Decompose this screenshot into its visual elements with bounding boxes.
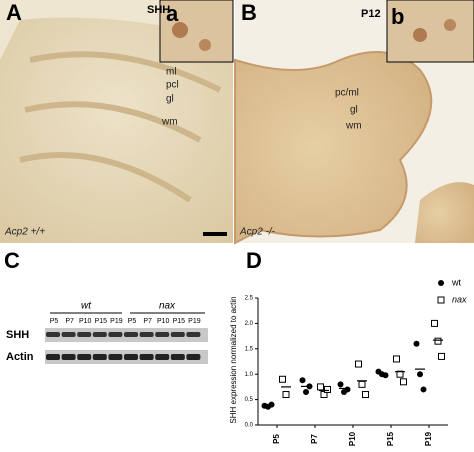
layer-label: pc/ml <box>335 88 359 99</box>
scale-bar <box>203 232 227 236</box>
band <box>108 332 123 337</box>
band <box>61 354 76 360</box>
data-point <box>324 385 331 393</box>
band <box>124 354 138 360</box>
band <box>46 332 60 337</box>
genotype-label: Acp2 +/+ <box>4 227 45 238</box>
y-tick-label: 2.5 <box>245 296 254 302</box>
y-tick-label: 1.5 <box>245 346 254 352</box>
band <box>170 332 185 337</box>
band <box>155 354 170 360</box>
data-point <box>355 360 362 368</box>
inset-b <box>386 0 474 63</box>
age-label: P12 <box>361 8 381 20</box>
data-point <box>279 375 286 383</box>
panel-label: B <box>241 0 257 25</box>
band <box>139 354 154 360</box>
layer-label: gl <box>350 105 358 116</box>
lane-label: P5 <box>50 318 59 325</box>
tissue <box>415 182 474 243</box>
lane-label: P7 <box>65 318 74 325</box>
band <box>186 332 201 337</box>
group-label: wt <box>81 301 92 312</box>
tissue <box>234 51 433 245</box>
layer-label: pcl <box>166 80 179 91</box>
data-point <box>438 352 445 360</box>
band <box>139 332 154 337</box>
band <box>92 354 107 360</box>
legend-label: wt <box>451 277 461 287</box>
folia <box>19 51 222 203</box>
data-point <box>344 386 351 393</box>
data-point <box>362 391 369 399</box>
lane-label: P10 <box>157 318 170 325</box>
data-point <box>417 371 423 378</box>
data-point <box>282 391 290 399</box>
cell <box>413 28 427 42</box>
legend-marker <box>438 280 444 286</box>
band <box>77 332 92 337</box>
x-tick-label: P19 <box>424 431 433 446</box>
lane-label: P7 <box>143 318 152 325</box>
layer-label: wm <box>161 117 178 128</box>
legend-marker <box>437 296 445 304</box>
data-point <box>268 401 275 408</box>
x-tick-label: P10 <box>348 431 357 446</box>
panel-label: A <box>6 0 22 25</box>
band <box>92 332 107 337</box>
marker-label: SHH <box>147 4 170 16</box>
lane-label: P19 <box>188 318 201 325</box>
y-tick-label: 0.0 <box>245 423 254 429</box>
y-tick-label: 0.5 <box>245 397 254 403</box>
data-point <box>337 381 344 388</box>
band <box>186 354 201 360</box>
data-point <box>358 380 366 388</box>
band <box>46 354 60 360</box>
panel-label: D <box>246 248 262 273</box>
group-label: nax <box>159 301 176 312</box>
cell <box>444 19 456 31</box>
y-tick-label: 1.0 <box>245 372 254 378</box>
inset-label: b <box>391 4 404 29</box>
lane-label: P10 <box>79 318 92 325</box>
data-point <box>413 340 420 347</box>
y-axis-label: SHH expression normalized to actin <box>229 296 238 423</box>
cell <box>172 22 188 38</box>
band <box>61 332 76 337</box>
x-tick-label: P5 <box>272 434 281 444</box>
row-label: SHH <box>6 329 29 341</box>
lane-label: P19 <box>110 318 123 325</box>
data-point <box>434 337 442 345</box>
lane-label: P15 <box>95 318 108 325</box>
lane-label: P5 <box>128 318 137 325</box>
inset-label: a <box>166 1 179 26</box>
inset-a <box>159 0 234 63</box>
data-point <box>400 378 407 386</box>
data-point <box>393 355 400 363</box>
data-point <box>303 388 309 395</box>
genotype-label: Acp2 -/- <box>239 227 276 238</box>
band <box>170 354 185 360</box>
layer-label: ml <box>166 67 177 78</box>
cell <box>199 39 211 51</box>
band <box>155 332 170 337</box>
layer-label: wm <box>345 121 362 132</box>
data-point <box>431 319 438 327</box>
layer-label: gl <box>166 94 174 105</box>
legend-label: nax <box>452 294 467 304</box>
x-tick-label: P7 <box>310 434 319 444</box>
panel-label: C <box>4 248 20 273</box>
band <box>108 354 123 360</box>
y-tick-label: 2.0 <box>245 321 254 327</box>
band <box>124 332 138 337</box>
data-point <box>299 377 306 384</box>
band <box>77 354 92 360</box>
x-tick-label: P15 <box>386 431 395 446</box>
data-point <box>317 383 324 391</box>
data-point <box>420 386 427 393</box>
row-label: Actin <box>6 351 34 363</box>
lane-label: P15 <box>173 318 186 325</box>
